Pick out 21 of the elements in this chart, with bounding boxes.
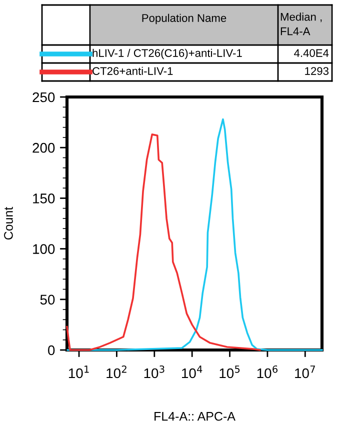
text: Median , FL4-A xyxy=(280,12,322,36)
y-tick-label: 0 xyxy=(48,345,55,356)
y-tick-label: 100 xyxy=(33,244,55,254)
text: 4.40E4 xyxy=(294,49,329,57)
x-tick-label: 10$^{2}$ xyxy=(106,365,126,378)
y-tick-label: 50 xyxy=(40,294,55,305)
x-axis-title: FL4-A:: APC-A xyxy=(154,412,236,421)
legend-title: Population Name xyxy=(142,14,226,24)
y-tick-label: 200 xyxy=(32,142,55,153)
y-axis-title: Count xyxy=(4,206,13,240)
legend-label: CT26+anti-LIV-1 xyxy=(92,66,173,75)
text: 1293 xyxy=(305,67,329,75)
y-tick-label: 250 xyxy=(32,92,55,102)
x-tick-label: 10$^{3}$ xyxy=(144,365,164,378)
x-tick-label: 10$^{4}$ xyxy=(182,366,202,378)
x-tick-label: 10$^{1}$ xyxy=(68,366,89,378)
x-tick-label: 10$^{6}$ xyxy=(257,365,278,378)
legend-label: hLIV-1 / CT26(C16)+anti-LIV-1 xyxy=(92,48,242,60)
x-tick-label: 10$^{5}$ xyxy=(220,366,240,378)
x-tick-label: 10$^{7}$ xyxy=(295,366,315,378)
y-tick-label: 150 xyxy=(33,194,55,204)
